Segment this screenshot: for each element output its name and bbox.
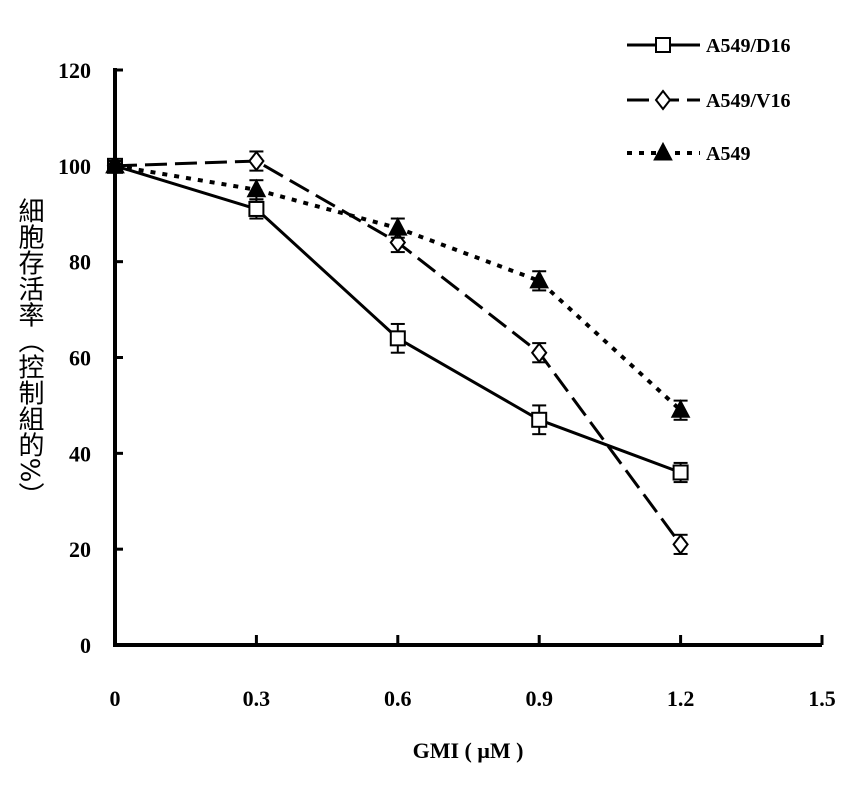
data-point (670, 399, 691, 418)
data-point (248, 200, 265, 217)
y-tick-label: 40 (69, 441, 91, 466)
data-point (246, 178, 267, 198)
x-tick-label: 0.6 (384, 686, 412, 711)
y-tick-label: 100 (58, 154, 91, 179)
legend-marker (653, 141, 673, 161)
x-tick-label: 0.3 (243, 686, 271, 711)
x-tick-label: 0.9 (525, 686, 553, 711)
series-line (114, 163, 682, 412)
x-tick-label: 0 (110, 686, 121, 711)
data-point (531, 411, 548, 428)
legend-label: A549/V16 (706, 90, 790, 112)
y-axis-title: 細胞存活率（控制組的%） (14, 198, 44, 509)
data-point (529, 269, 550, 289)
data-point (248, 150, 265, 172)
series-A549/D16 (107, 157, 689, 484)
legend-item: A549 (627, 141, 750, 165)
series-A549 (105, 154, 691, 421)
legend-marker (654, 89, 672, 111)
data-point (105, 154, 125, 174)
data-point (530, 342, 548, 364)
legend-item: A549/V16 (627, 89, 790, 112)
legend-label: A549/D16 (706, 35, 790, 57)
data-point (672, 533, 689, 556)
legend-label: A549 (706, 143, 750, 165)
legend: A549/D16 A549/V16 A549 (627, 35, 790, 165)
data-point (387, 217, 408, 236)
legend-marker (655, 37, 671, 53)
data-point (672, 464, 689, 481)
data-point (389, 330, 406, 347)
legend-item: A549/D16 (627, 35, 790, 57)
y-tick-label: 120 (58, 58, 91, 83)
y-tick-label: 20 (69, 537, 91, 562)
y-tick-label: 60 (69, 346, 91, 371)
series-line (114, 164, 682, 474)
x-tick-label: 1.5 (808, 686, 836, 711)
x-tick-label: 1.2 (667, 686, 695, 711)
x-axis-title: GMI ( μM ) (413, 738, 524, 763)
y-tick-label: 80 (69, 250, 91, 275)
y-tick-label: 0 (80, 633, 91, 658)
